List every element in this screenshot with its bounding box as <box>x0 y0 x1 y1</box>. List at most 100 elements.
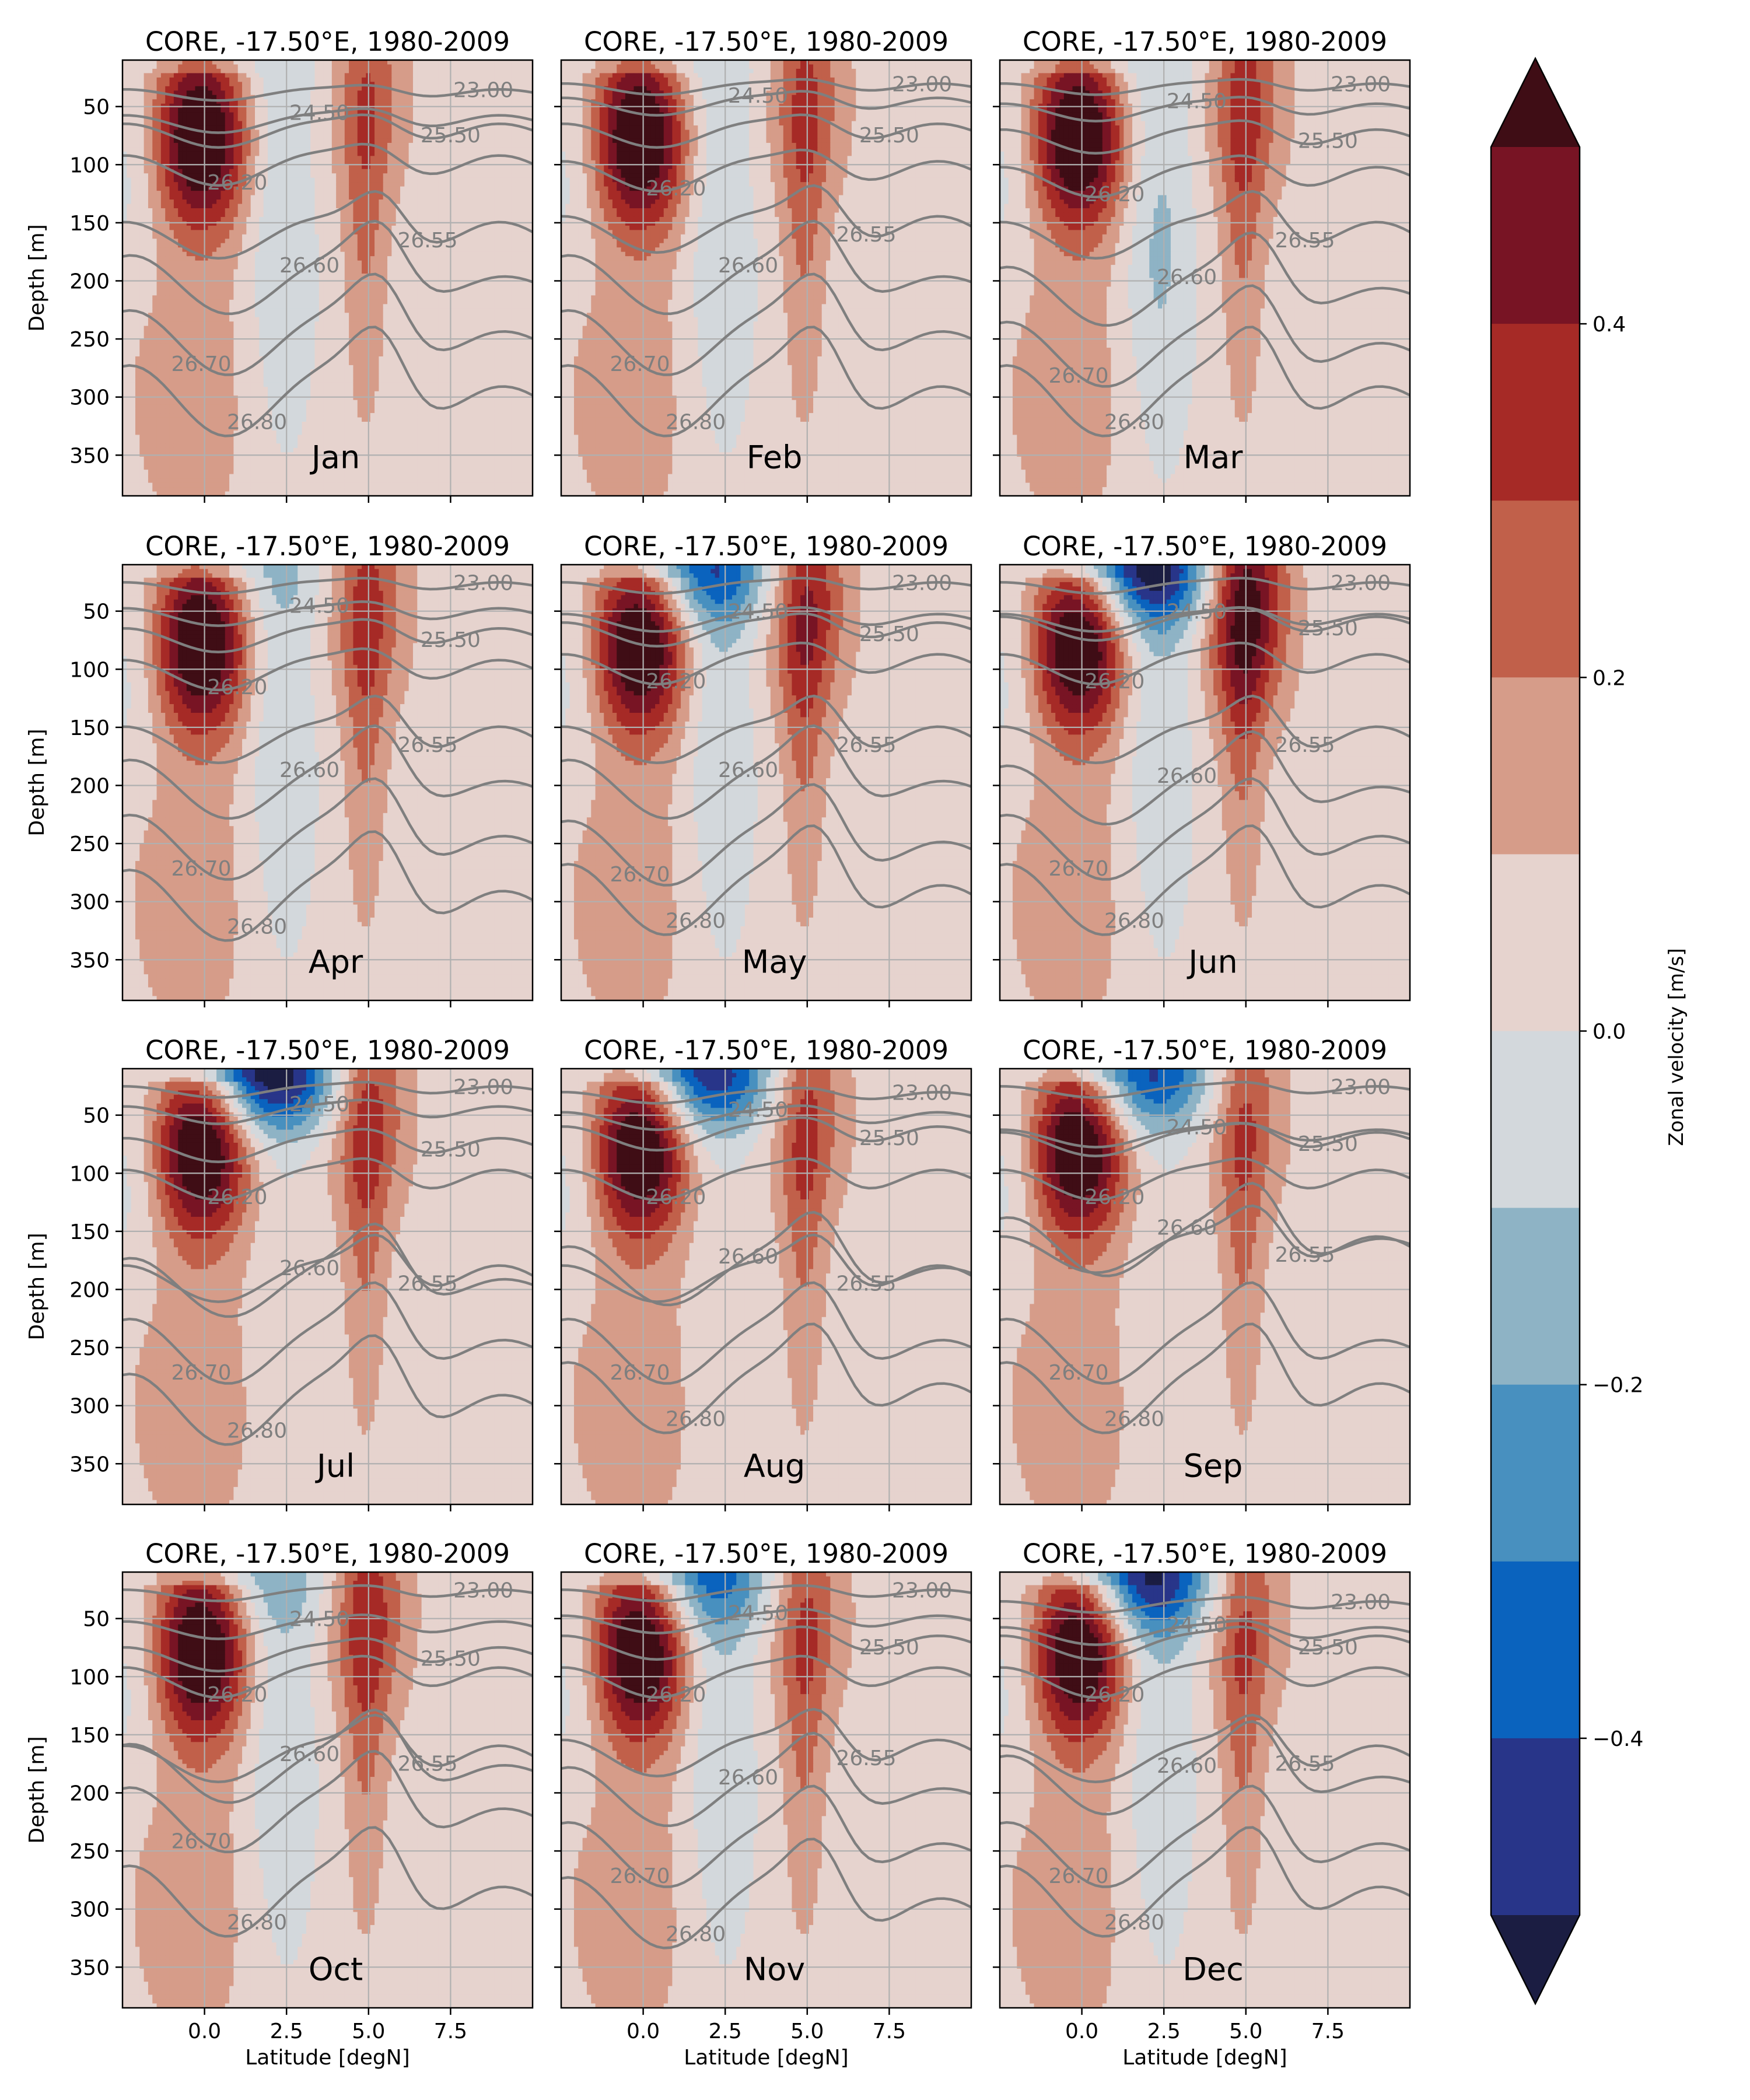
field-cell <box>349 226 354 230</box>
field-cell <box>404 156 409 160</box>
field-cell <box>157 282 162 287</box>
field-cell <box>264 247 268 252</box>
field-cell <box>238 270 243 274</box>
field-cell <box>332 204 337 209</box>
field-cell <box>430 274 435 278</box>
field-cell <box>503 252 508 257</box>
field-cell <box>379 73 383 78</box>
field-cell <box>485 169 490 174</box>
field-cell <box>345 125 349 130</box>
field-cell <box>413 187 418 191</box>
field-cell <box>379 239 383 243</box>
field-cell <box>276 178 281 183</box>
field-cell <box>473 69 477 74</box>
field-cell <box>148 243 153 248</box>
field-cell <box>353 256 358 261</box>
field-cell <box>345 95 349 100</box>
field-cell <box>220 117 225 121</box>
field-cell <box>358 164 362 169</box>
field-cell <box>409 178 414 183</box>
field-cell <box>268 82 272 86</box>
field-cell <box>332 156 337 160</box>
field-cell <box>362 69 366 74</box>
field-cell <box>379 173 383 178</box>
field-cell <box>225 86 230 91</box>
field-cell <box>152 243 157 248</box>
field-cell <box>157 252 162 257</box>
field-cell <box>225 156 230 160</box>
field-cell <box>485 200 490 204</box>
field-cell <box>524 178 528 183</box>
field-cell <box>439 156 443 160</box>
field-cell <box>276 182 281 187</box>
field-cell <box>315 173 320 178</box>
field-cell <box>430 217 435 222</box>
field-cell <box>400 134 405 139</box>
field-cell <box>490 195 495 200</box>
field-cell <box>152 64 157 69</box>
field-cell <box>161 200 166 204</box>
field-cell <box>503 173 508 178</box>
field-cell <box>148 270 153 274</box>
field-cell <box>413 182 418 187</box>
field-cell <box>507 117 512 121</box>
field-cell <box>225 265 230 270</box>
field-cell <box>127 164 131 169</box>
field-cell <box>276 138 281 143</box>
field-cell <box>383 261 388 265</box>
field-cell <box>225 152 230 156</box>
field-cell <box>225 113 230 117</box>
field-cell <box>490 117 495 121</box>
field-cell <box>148 64 153 69</box>
field-cell <box>516 143 520 148</box>
field-cell <box>200 164 204 169</box>
field-cell <box>426 270 430 274</box>
field-cell <box>276 152 281 156</box>
field-cell <box>460 261 465 265</box>
field-cell <box>524 217 528 222</box>
field-cell <box>246 99 251 104</box>
field-cell <box>336 235 341 239</box>
field-cell <box>208 152 212 156</box>
field-cell <box>191 221 195 226</box>
field-cell <box>281 108 285 113</box>
field-cell <box>520 95 524 100</box>
field-cell <box>391 208 396 213</box>
field-cell <box>520 73 524 78</box>
field-cell <box>485 173 490 178</box>
field-cell <box>456 195 460 200</box>
field-cell <box>233 108 238 113</box>
field-cell <box>340 164 345 169</box>
field-cell <box>379 130 383 135</box>
field-cell <box>507 230 512 235</box>
field-cell <box>216 208 221 213</box>
field-cell <box>400 143 405 148</box>
field-cell <box>178 256 183 261</box>
field-cell <box>439 117 443 121</box>
field-cell <box>426 113 430 117</box>
field-cell <box>404 265 409 270</box>
field-cell <box>362 252 366 257</box>
field-cell <box>216 117 221 121</box>
field-cell <box>225 274 230 278</box>
field-cell <box>507 282 512 287</box>
field-cell <box>443 147 447 152</box>
field-cell <box>208 64 212 69</box>
field-cell <box>144 235 149 239</box>
field-cell <box>358 134 362 139</box>
field-cell <box>520 239 524 243</box>
field-cell <box>268 113 272 117</box>
field-cell <box>524 78 528 82</box>
field-cell <box>524 95 528 100</box>
field-cell <box>404 282 409 287</box>
field-cell <box>170 108 174 113</box>
field-cell <box>187 217 191 222</box>
field-cell <box>165 173 170 178</box>
field-cell <box>498 226 503 230</box>
field-cell <box>212 156 217 160</box>
field-cell <box>435 217 439 222</box>
field-cell <box>302 173 307 178</box>
field-cell <box>443 86 447 91</box>
field-cell <box>524 182 528 187</box>
field-cell <box>370 243 375 248</box>
